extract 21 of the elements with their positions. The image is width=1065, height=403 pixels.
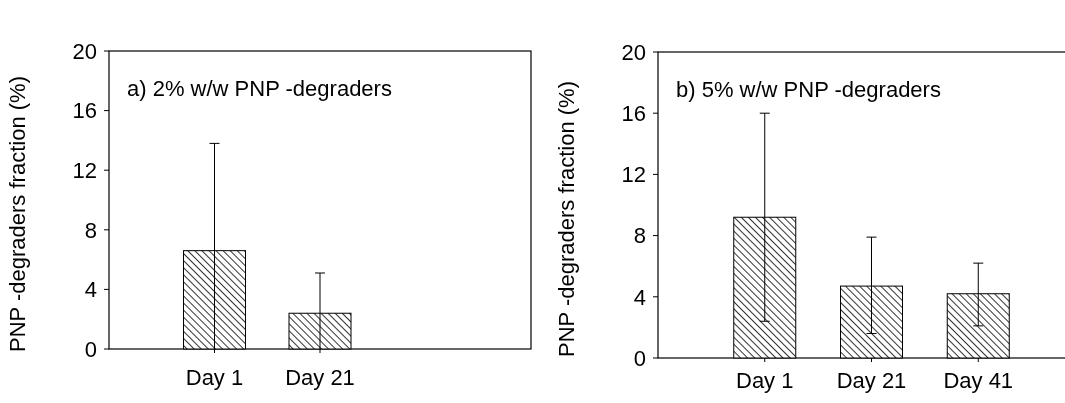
y-tick-label: 0 bbox=[633, 345, 646, 371]
x-tick-label: Day 41 bbox=[943, 368, 1014, 393]
x-tick-label: Day 1 bbox=[185, 365, 244, 390]
y-tick-label: 12 bbox=[621, 162, 646, 188]
x-tick-label: Day 1 bbox=[736, 368, 794, 393]
y-axis-title: PNP -degraders fraction (%) bbox=[5, 76, 30, 352]
y-tick-label: 0 bbox=[84, 336, 97, 362]
y-tick-label: 20 bbox=[72, 38, 97, 64]
y-tick-label: 16 bbox=[72, 98, 97, 124]
y-tick-label: 20 bbox=[621, 39, 646, 65]
y-tick-label: 8 bbox=[84, 217, 97, 243]
y-tick-label: 4 bbox=[84, 277, 97, 303]
text: a) 2% w/w PNP -degraders bbox=[127, 76, 392, 101]
text: b) 5% w/w PNP -degraders bbox=[676, 77, 941, 102]
x-tick-label: Day 21 bbox=[285, 365, 355, 390]
y-tick-label: 4 bbox=[633, 284, 646, 310]
x-tick-label: Day 21 bbox=[836, 368, 907, 393]
y-tick-label: 12 bbox=[72, 157, 97, 183]
y-axis-title: PNP -degraders fraction (%) bbox=[554, 81, 579, 357]
y-tick-label: 8 bbox=[633, 223, 646, 249]
y-tick-label: 16 bbox=[621, 100, 646, 126]
